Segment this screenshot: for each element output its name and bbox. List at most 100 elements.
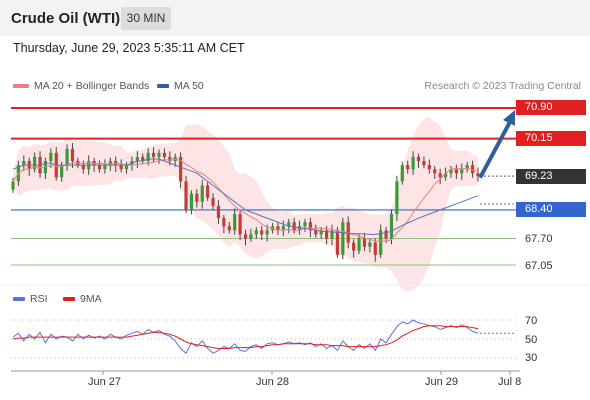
candle-body <box>92 161 96 166</box>
candle-body <box>206 185 210 198</box>
candle-body <box>476 173 480 177</box>
candle-body <box>189 193 194 210</box>
candle-body <box>406 165 410 170</box>
bollinger-band <box>13 116 478 292</box>
x-tick-jun27: Jun 27 <box>88 376 122 388</box>
candle-body <box>427 165 431 170</box>
chart-datetime: Thursday, June 29, 2023 5:35:11 AM CET <box>13 41 245 55</box>
candle-body <box>184 181 188 210</box>
candle-body <box>438 173 442 178</box>
candle-body <box>325 230 329 239</box>
research-credit: Research © 2023 Trading Central <box>424 80 581 92</box>
rsi-tick-70: 70 <box>525 315 538 327</box>
candle-body <box>22 161 26 166</box>
ma50-swatch <box>157 84 169 89</box>
candle-body <box>254 230 258 235</box>
candle-body <box>416 156 421 162</box>
candle-body <box>227 226 231 231</box>
candle-body <box>341 222 345 255</box>
candle-body <box>243 234 248 239</box>
x-tick-jul8: Jul 8 <box>498 376 522 388</box>
candle-body <box>314 230 318 235</box>
legend-ma50-label: MA 50 <box>174 80 204 92</box>
candle-body <box>319 230 323 235</box>
level-tag-70-15: 70.15 <box>516 131 586 146</box>
ma20-line <box>12 158 479 242</box>
candle-body <box>352 242 356 251</box>
candle-body <box>362 238 367 247</box>
candle-body <box>433 169 437 174</box>
legend-ma20: MA 20 + Bollinger Bands <box>13 80 149 92</box>
forecast-arrow-shaft <box>479 118 513 179</box>
candle-body <box>281 226 285 231</box>
ma50-line <box>12 158 479 235</box>
rsi-series-9ma <box>12 325 479 349</box>
x-tick-jun29: Jun 29 <box>425 376 459 388</box>
forecast-arrow-head <box>503 110 515 126</box>
candle-body <box>81 165 85 170</box>
candle-body <box>216 205 221 219</box>
candle-body <box>222 218 226 227</box>
candle-body <box>124 165 129 170</box>
candle-body <box>97 165 102 170</box>
legend-ma20-label: MA 20 + Bollinger Bands <box>34 80 150 92</box>
rsi-swatch <box>13 297 25 302</box>
candle-body <box>287 222 291 227</box>
candle-body <box>460 169 464 174</box>
level-label-67-70: 67.70 <box>525 233 553 245</box>
candle-body <box>65 148 69 166</box>
legend-9ma-label: 9MA <box>80 293 102 305</box>
candle-body <box>70 148 75 162</box>
candle-body <box>157 152 161 157</box>
candle-body <box>379 230 383 255</box>
candle-body <box>33 156 37 170</box>
level-label-67-05: 67.05 <box>525 260 553 272</box>
candle-body <box>454 169 458 174</box>
instrument-title: Crude Oil (WTI) <box>11 10 121 27</box>
x-tick-jun28: Jun 28 <box>256 376 290 388</box>
candle-body <box>146 152 150 162</box>
candle-body <box>260 230 264 235</box>
candle-body <box>373 242 377 255</box>
candle-body <box>179 156 183 182</box>
ma9-swatch <box>63 297 75 302</box>
level-tag-current-69-23: 69.23 <box>516 169 586 184</box>
candle-body <box>292 222 296 231</box>
rsi-tick-50: 50 <box>525 334 538 346</box>
candle-body <box>103 165 107 170</box>
legend-rsi: RSI <box>13 293 48 305</box>
rsi-series-rsi <box>12 319 479 355</box>
candle-body <box>389 214 394 239</box>
candle-body <box>308 222 312 231</box>
candle-body <box>470 165 475 174</box>
candle-body <box>60 165 64 178</box>
timeframe-button[interactable]: 30 MIN <box>121 7 171 30</box>
candle-body <box>249 234 253 239</box>
level-tag-68-40: 68.40 <box>516 202 586 217</box>
candle-body <box>211 197 215 206</box>
candle-body <box>368 242 372 247</box>
candle-body <box>303 222 307 227</box>
header-bar: Crude Oil (WTI) 30 MIN <box>0 0 590 36</box>
candle-body <box>357 238 361 251</box>
candle-body <box>395 181 399 215</box>
candle-body <box>162 152 166 157</box>
candle-body <box>276 226 280 231</box>
candle-body <box>195 193 199 202</box>
candle-body <box>346 222 350 243</box>
candle-body <box>119 165 123 170</box>
candle-body <box>270 226 275 231</box>
candle-body <box>265 230 269 235</box>
candle-body <box>335 230 340 255</box>
candle-body <box>11 181 15 190</box>
candle-body <box>151 152 156 157</box>
candle-body <box>400 165 404 182</box>
candle-body <box>449 169 453 174</box>
candle-body <box>422 161 426 166</box>
candle-body <box>330 230 334 239</box>
candle-body <box>233 214 237 231</box>
candle-body <box>168 156 172 162</box>
candle-body <box>384 230 388 239</box>
candle-body <box>141 156 145 162</box>
